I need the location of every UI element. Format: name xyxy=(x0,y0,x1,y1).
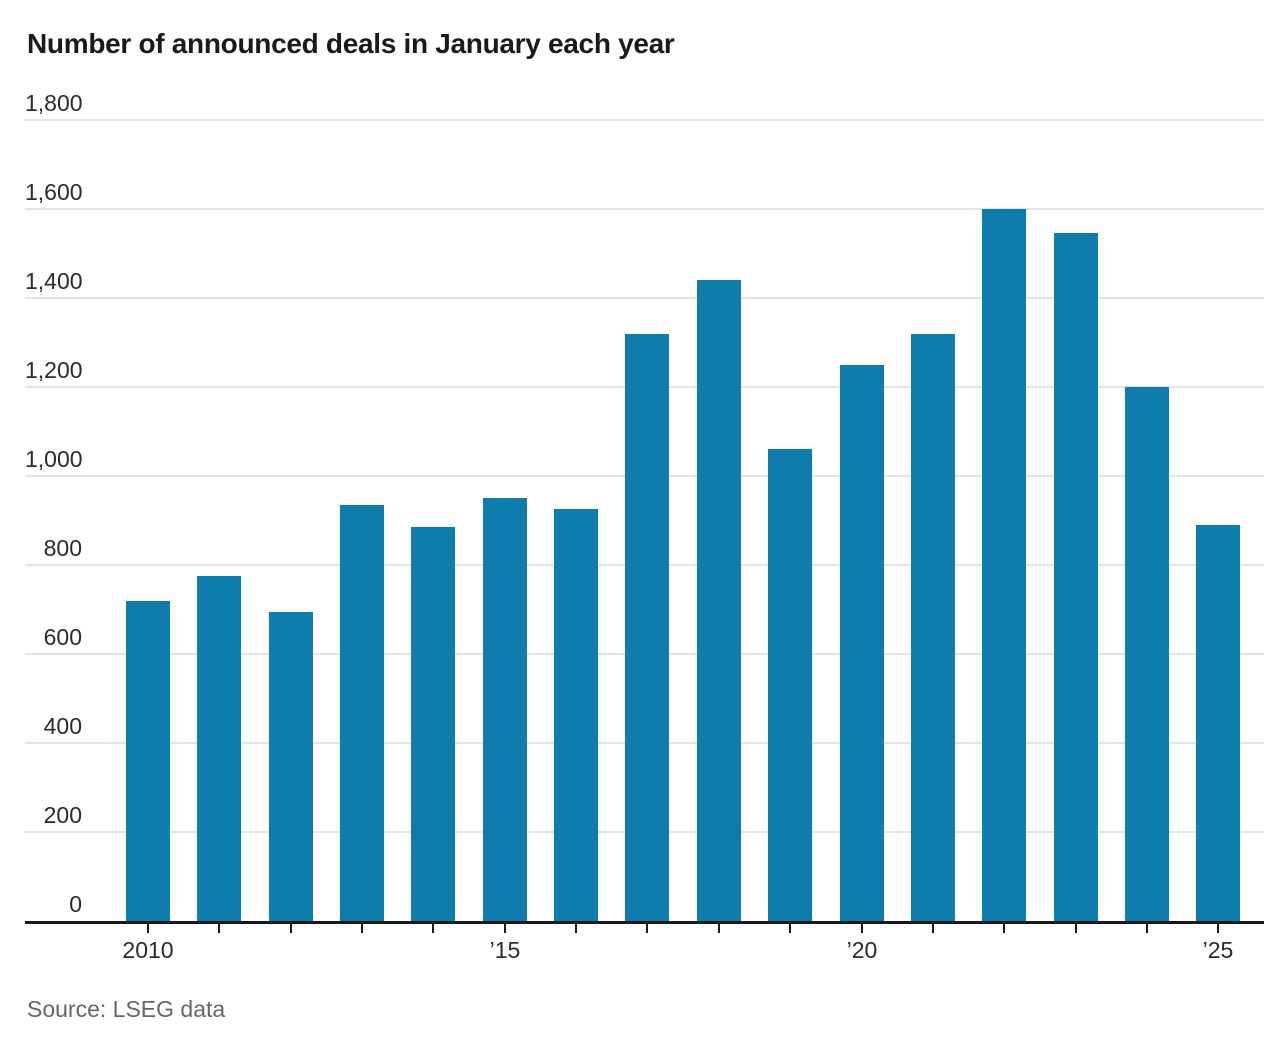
bar-2024 xyxy=(1125,387,1169,923)
y-axis-label: 0 xyxy=(69,891,82,917)
bar-2012 xyxy=(269,612,313,923)
x-tick xyxy=(1075,924,1077,933)
x-tick xyxy=(1217,924,1219,933)
x-tick xyxy=(861,924,863,933)
bar-2010 xyxy=(126,601,170,923)
bar-2025 xyxy=(1196,525,1240,923)
bar-2015 xyxy=(483,498,527,923)
bar-2020 xyxy=(840,365,884,923)
bar-2022 xyxy=(982,209,1026,923)
x-tick xyxy=(932,924,934,933)
x-tick xyxy=(218,924,220,933)
x-axis-label-2010: 2010 xyxy=(122,937,174,963)
x-tick xyxy=(1003,924,1005,933)
x-tick xyxy=(504,924,506,933)
grid-line xyxy=(25,119,1264,121)
grid-line xyxy=(25,208,1264,210)
source-note: Source: LSEG data xyxy=(27,996,226,1022)
x-axis-line xyxy=(25,921,1264,924)
y-axis-label: 800 xyxy=(43,535,82,561)
y-axis-label: 200 xyxy=(43,802,82,828)
y-axis-label: 1,800 xyxy=(25,90,83,116)
y-axis-label: 1,000 xyxy=(25,446,83,472)
x-tick xyxy=(361,924,363,933)
x-axis-label-2020: ’20 xyxy=(846,937,878,963)
y-axis-label: 1,400 xyxy=(25,268,83,294)
bar-2014 xyxy=(411,527,455,923)
x-axis-label-2025: ’25 xyxy=(1202,937,1234,963)
y-axis-label: 1,600 xyxy=(25,179,83,205)
x-tick xyxy=(290,924,292,933)
bar-2021 xyxy=(911,334,955,923)
chart-title: Number of announced deals in January eac… xyxy=(27,28,675,59)
y-axis-label: 600 xyxy=(43,624,82,650)
x-tick xyxy=(789,924,791,933)
x-tick xyxy=(718,924,720,933)
x-axis-label-2015: ’15 xyxy=(489,937,521,963)
x-tick xyxy=(1146,924,1148,933)
y-axis-label: 1,200 xyxy=(25,357,83,383)
bar-2017 xyxy=(625,334,669,923)
bar-2013 xyxy=(340,505,384,923)
x-tick xyxy=(646,924,648,933)
y-axis-label: 400 xyxy=(43,713,82,739)
bar-2011 xyxy=(197,576,241,923)
bar-2016 xyxy=(554,509,598,923)
grid-line xyxy=(25,297,1264,299)
x-tick xyxy=(147,924,149,933)
x-tick xyxy=(575,924,577,933)
bar-2023 xyxy=(1054,233,1098,923)
bar-2018 xyxy=(697,280,741,923)
bar-2019 xyxy=(768,449,812,923)
x-tick xyxy=(432,924,434,933)
